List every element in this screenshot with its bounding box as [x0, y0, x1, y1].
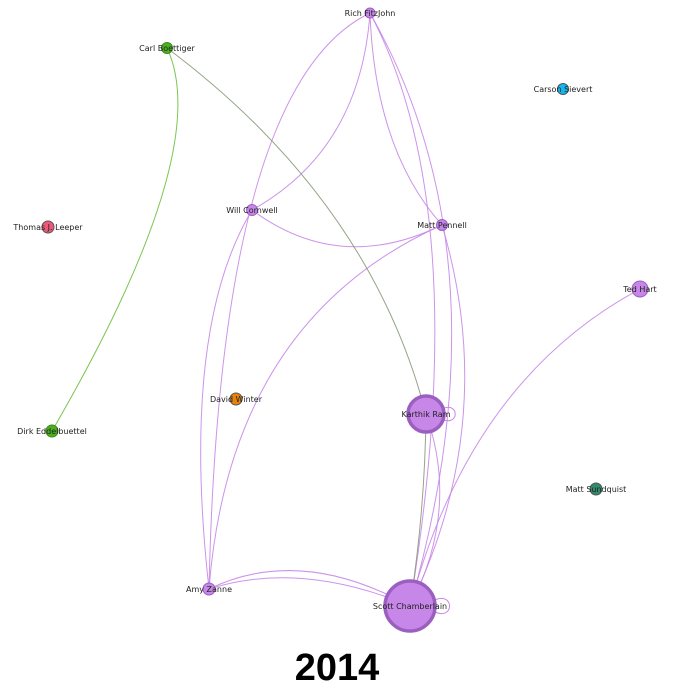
node-label: David Winter [210, 395, 263, 404]
edge-rich-matt_p [369, 12, 443, 226]
node-matt-s[interactable]: Matt Sundquist [566, 482, 627, 496]
node-label: Carson Sievert [534, 85, 593, 94]
node-circle[interactable] [161, 42, 173, 54]
edge-rich-will [251, 12, 371, 211]
node-rich[interactable]: Rich FitzJohn [345, 7, 396, 19]
node-david[interactable]: David Winter [210, 392, 263, 406]
edge-ted-scott [409, 288, 641, 607]
node-label: Rich FitzJohn [345, 9, 396, 18]
edge-matt_p-amy [208, 224, 443, 590]
edge-rich-scott [369, 12, 453, 607]
node-label: Matt Pennell [417, 221, 467, 230]
node-label: Ted Hart [622, 285, 656, 294]
node-layer: Rich FitzJohn Carl Boettiger Carson Siever… [12, 7, 657, 633]
edge-layer [51, 12, 641, 614]
node-label: Karthik Ram [402, 410, 451, 419]
node-circle[interactable] [557, 83, 569, 95]
node-circle[interactable] [589, 482, 603, 496]
edge-will-matt_p [251, 209, 443, 248]
edge-rich-amy [208, 12, 371, 590]
node-thomas[interactable]: Thomas J. Leeper [12, 220, 83, 234]
self-loop-karthik [441, 406, 456, 422]
node-circle[interactable] [246, 204, 258, 216]
node-label: Matt Sundquist [566, 485, 627, 494]
node-circle[interactable] [631, 280, 649, 298]
node-label: Scott Chamberlain [373, 602, 447, 611]
year-label: 2014 [294, 647, 380, 689]
node-circle[interactable] [202, 582, 216, 596]
node-circle[interactable] [406, 394, 446, 434]
self-loop-scott [432, 598, 450, 614]
node-label: Amy Zanne [186, 585, 232, 594]
edge-carl-karthik [166, 47, 427, 415]
node-circle[interactable] [383, 579, 437, 633]
node-will[interactable]: Will Cornwell [226, 204, 278, 216]
node-carson[interactable]: Carson Sievert [534, 83, 593, 95]
node-circle[interactable] [41, 220, 55, 234]
node-karthik[interactable]: Karthik Ram [402, 394, 451, 434]
node-circle[interactable] [45, 424, 59, 438]
node-amy[interactable]: Amy Zanne [186, 582, 232, 596]
edge-matt_p-scott [409, 224, 466, 607]
edge-amy-scott [208, 570, 411, 607]
node-dirk[interactable]: Dirk Eddelbuettel [17, 424, 87, 438]
node-ted[interactable]: Ted Hart [622, 280, 657, 298]
edge-will-amy [200, 209, 253, 590]
node-carl[interactable]: Carl Boettiger [139, 42, 196, 54]
node-circle[interactable] [436, 219, 448, 231]
edge-amy-scott [208, 577, 411, 607]
node-matt-p[interactable]: Matt Pennell [417, 219, 467, 231]
node-label: Will Cornwell [226, 206, 278, 215]
node-circle[interactable] [229, 392, 243, 406]
node-scott[interactable]: Scott Chamberlain [373, 579, 447, 633]
node-circle[interactable] [364, 7, 376, 19]
node-label: Carl Boettiger [139, 44, 195, 53]
node-label: Dirk Eddelbuettel [17, 427, 87, 436]
node-label: Thomas J. Leeper [12, 223, 83, 232]
edge-rich-scott [369, 12, 436, 607]
edge-carl-dirk [51, 47, 179, 432]
network-graph-svg: Rich FitzJohn Carl Boettiger Carson Siever… [12, 7, 657, 633]
